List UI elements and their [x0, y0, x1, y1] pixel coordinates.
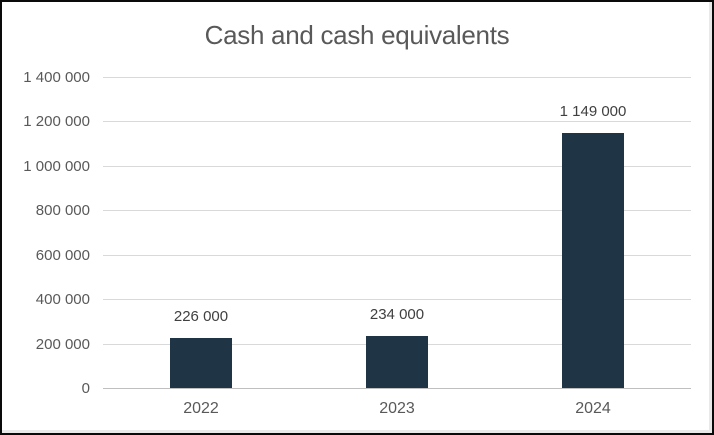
bar-value-label: 234 000 — [369, 306, 425, 323]
y-axis-tick-label: 800 000 — [35, 202, 90, 219]
bar-2022[interactable] — [170, 338, 232, 388]
chart-title[interactable]: Cash and cash equivalents — [204, 20, 510, 50]
y-axis-tick-label: 1 200 000 — [23, 113, 90, 130]
gridline — [103, 299, 691, 300]
bar-value-label: 1 149 000 — [559, 103, 627, 120]
gridline — [103, 210, 691, 211]
y-axis-tick-label: 1 000 000 — [23, 158, 90, 175]
x-axis-tick-label: 2023 — [379, 400, 415, 417]
gridline — [103, 121, 691, 122]
gridline — [103, 77, 691, 78]
bar-2023[interactable] — [366, 336, 428, 388]
y-axis-tick-label: 400 000 — [35, 291, 90, 308]
gridline — [103, 166, 691, 167]
bar-value-label: 226 000 — [173, 308, 229, 325]
x-axis-line — [103, 388, 691, 389]
x-axis-tick-label: 2022 — [183, 400, 219, 417]
gridline — [103, 255, 691, 256]
y-axis-tick-label: 200 000 — [35, 336, 90, 353]
y-axis-tick-label: 0 — [81, 380, 90, 397]
y-axis-tick-label: 600 000 — [35, 247, 90, 264]
x-axis-tick-label: 2024 — [575, 400, 611, 417]
bar-2024[interactable] — [562, 133, 624, 388]
y-axis-tick-label: 1 400 000 — [23, 69, 90, 86]
